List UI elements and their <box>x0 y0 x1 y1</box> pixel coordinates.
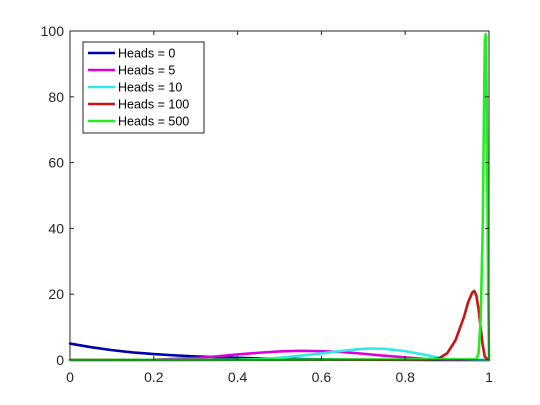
legend-label-0: Heads = 0 <box>118 47 175 61</box>
legend-label-3: Heads = 100 <box>118 98 189 112</box>
series-line-4 <box>68 32 491 362</box>
axes-box <box>69 30 490 361</box>
x-tick-label: 0 <box>66 369 74 385</box>
y-tick-label: 60 <box>48 155 64 171</box>
series-line-3 <box>68 289 491 362</box>
axis-layer: 0 0.2 0.4 0.6 0.8 1 0 20 40 60 80 100 <box>41 23 493 385</box>
y-tick-label: 80 <box>48 89 64 105</box>
x-tick-label: 1 <box>485 369 493 385</box>
x-tick-label: 0.8 <box>395 369 415 385</box>
legend: Heads = 0 Heads = 5 Heads = 10 Heads = 100 H… <box>82 41 205 134</box>
legend-label-2: Heads = 10 <box>118 81 182 95</box>
y-tick-label: 0 <box>56 352 64 368</box>
y-tick-label: 20 <box>48 286 64 302</box>
y-tick-label: 100 <box>41 23 65 39</box>
y-tick-label: 40 <box>48 220 64 236</box>
legend-label-4: Heads = 500 <box>118 115 189 129</box>
x-tick-label: 0.6 <box>312 369 332 385</box>
x-tick-label: 0.2 <box>144 369 164 385</box>
legend-label-1: Heads = 5 <box>118 64 175 78</box>
x-tick-label: 0.4 <box>228 369 248 385</box>
